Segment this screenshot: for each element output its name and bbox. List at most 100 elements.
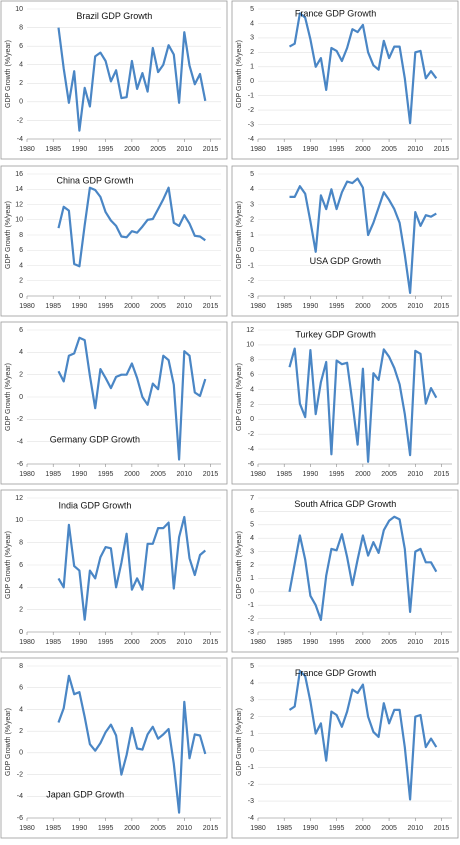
y-tick-label: 4 [250, 386, 254, 393]
chart-panel: -3 -2 -1 0 1 2 3 4 5 1980 1985 1990 1995 2000 2005 2010… [231, 165, 459, 317]
chart-title: China GDP Growth [56, 176, 133, 186]
x-tick-label: 1990 [72, 825, 88, 832]
y-tick-label: 2 [250, 401, 254, 408]
y-tick-label: 6 [19, 43, 23, 50]
y-tick-label: -2 [248, 107, 254, 114]
x-tick-label: 2000 [355, 303, 371, 310]
x-tick-label: 2015 [203, 639, 219, 646]
chart-title: South Africa GDP Growth [294, 499, 396, 509]
x-tick-label: 1990 [72, 303, 88, 310]
y-tick-label: 8 [19, 232, 23, 239]
data-line [57, 27, 207, 132]
x-tick-label: 1985 [276, 471, 292, 478]
y-tick-label: -3 [248, 798, 254, 805]
x-tick-label: 1995 [98, 471, 114, 478]
y-tick-label: -6 [248, 461, 254, 468]
y-axis-label: GDP Growth (%/year) [236, 531, 243, 599]
y-tick-label: -4 [17, 793, 23, 800]
y-tick-label: 4 [19, 262, 23, 269]
panel-border [231, 165, 459, 317]
x-tick-label: 1995 [98, 146, 114, 153]
x-tick-label: 1985 [45, 825, 61, 832]
x-tick-label: 2010 [177, 825, 193, 832]
y-tick-label: 2 [19, 607, 23, 614]
y-tick-label: 4 [19, 349, 23, 356]
chart-title: France GDP Growth [295, 668, 376, 678]
x-tick-label: 2015 [434, 303, 450, 310]
x-tick-label: 2005 [150, 825, 166, 832]
y-tick-label: 2 [250, 217, 254, 224]
x-tick-label: 1990 [303, 146, 319, 153]
y-tick-label: 8 [19, 24, 23, 31]
x-tick-label: 2000 [124, 825, 140, 832]
x-tick-label: 2000 [355, 639, 371, 646]
y-tick-label: 5 [250, 522, 254, 529]
y-tick-label: -4 [248, 446, 254, 453]
y-tick-label: 12 [15, 495, 23, 502]
y-axis-label: GDP Growth (%/year) [5, 531, 12, 599]
chart-title: France GDP Growth [295, 9, 376, 19]
data-line [288, 347, 438, 463]
x-tick-label: 1980 [250, 825, 266, 832]
y-tick-label: 10 [15, 6, 23, 13]
chart-panel: -4 -2 0 2 4 6 8 10 1980 1985 1990 1995 2000 2005 2010 2… [0, 0, 228, 160]
data-line [57, 336, 207, 461]
x-tick-label: 2010 [408, 146, 424, 153]
x-tick-label: 2000 [355, 825, 371, 832]
x-tick-label: 2000 [124, 146, 140, 153]
panel-border [0, 321, 228, 485]
y-tick-label: 0 [250, 747, 254, 754]
x-tick-label: 1990 [72, 471, 88, 478]
x-tick-label: 2005 [150, 146, 166, 153]
data-line [57, 186, 206, 268]
y-tick-label: 7 [250, 495, 254, 502]
x-tick-label: 1990 [72, 146, 88, 153]
y-tick-label: 6 [250, 372, 254, 379]
y-tick-label: -4 [248, 815, 254, 822]
x-tick-label: 2005 [381, 303, 397, 310]
x-tick-label: 1990 [303, 639, 319, 646]
y-tick-label: -1 [248, 602, 254, 609]
x-tick-label: 2015 [203, 825, 219, 832]
y-tick-label: -2 [17, 771, 23, 778]
y-tick-label: -1 [248, 93, 254, 100]
y-axis-label: GDP Growth (%/year) [5, 363, 12, 431]
data-line [57, 674, 207, 814]
x-tick-label: 1985 [45, 471, 61, 478]
x-tick-label: 2015 [434, 471, 450, 478]
y-tick-label: -3 [248, 293, 254, 300]
y-tick-label: 2 [250, 714, 254, 721]
chart-panel: 0 2 4 6 8 10 12 1980 1985 1990 1995 2000 2005 2010 201… [0, 489, 228, 653]
chart-title: Japan GDP Growth [46, 790, 124, 800]
x-tick-label: 1985 [45, 303, 61, 310]
y-tick-label: 6 [19, 247, 23, 254]
x-tick-label: 2010 [177, 639, 193, 646]
panel-border [231, 321, 459, 485]
x-tick-label: 1980 [19, 825, 35, 832]
y-tick-label: 4 [19, 62, 23, 69]
x-tick-label: 2010 [177, 146, 193, 153]
y-tick-label: -2 [17, 416, 23, 423]
x-tick-label: 1995 [98, 303, 114, 310]
x-tick-label: 1980 [250, 146, 266, 153]
y-tick-label: 0 [250, 416, 254, 423]
y-tick-label: 0 [19, 99, 23, 106]
y-tick-label: 0 [19, 750, 23, 757]
x-tick-label: 2005 [150, 303, 166, 310]
y-axis-label: GDP Growth (%/year) [5, 201, 12, 269]
y-tick-label: 3 [250, 548, 254, 555]
chart-title: India GDP Growth [58, 500, 131, 510]
x-tick-label: 2010 [408, 825, 424, 832]
x-tick-label: 2010 [408, 639, 424, 646]
panel-border [0, 165, 228, 317]
y-tick-label: 8 [250, 357, 254, 364]
chart-title: Germany GDP Growth [50, 434, 140, 444]
x-tick-label: 1995 [329, 303, 345, 310]
x-tick-label: 1985 [276, 639, 292, 646]
panel-border [231, 489, 459, 653]
y-tick-label: -6 [17, 815, 23, 822]
x-tick-label: 1995 [98, 825, 114, 832]
y-tick-label: 5 [250, 6, 254, 13]
y-tick-label: 10 [15, 217, 23, 224]
y-tick-label: -1 [248, 764, 254, 771]
